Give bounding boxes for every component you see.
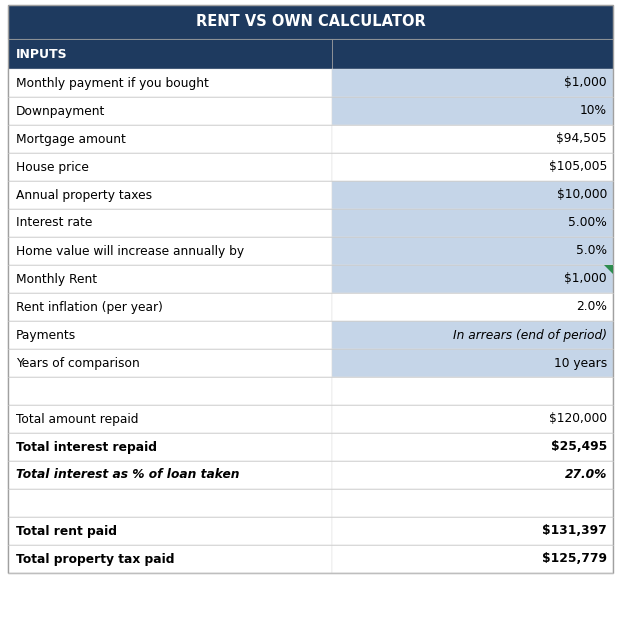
Bar xyxy=(8,293,332,321)
Bar xyxy=(8,181,332,209)
Text: Total interest repaid: Total interest repaid xyxy=(16,441,157,453)
Bar xyxy=(8,517,332,545)
Text: RENT VS OWN CALCULATOR: RENT VS OWN CALCULATOR xyxy=(196,14,425,29)
Bar xyxy=(332,489,613,517)
Text: 10 years: 10 years xyxy=(554,356,607,369)
Bar xyxy=(332,433,613,461)
Text: $131,397: $131,397 xyxy=(542,525,607,538)
Text: In arrears (end of period): In arrears (end of period) xyxy=(453,329,607,342)
Text: $94,505: $94,505 xyxy=(556,133,607,145)
Text: Total property tax paid: Total property tax paid xyxy=(16,553,175,565)
Text: 5.00%: 5.00% xyxy=(568,217,607,230)
Text: Monthly Rent: Monthly Rent xyxy=(16,272,97,285)
Text: Mortgage amount: Mortgage amount xyxy=(16,133,126,145)
Bar xyxy=(332,153,613,181)
Text: Monthly payment if you bought: Monthly payment if you bought xyxy=(16,76,209,90)
Bar xyxy=(8,69,332,97)
Text: Payments: Payments xyxy=(16,329,76,342)
Text: $105,005: $105,005 xyxy=(548,160,607,173)
Bar xyxy=(332,209,613,237)
Bar xyxy=(332,97,613,125)
Bar xyxy=(332,69,613,97)
Text: Home value will increase annually by: Home value will increase annually by xyxy=(16,245,244,257)
Text: 10%: 10% xyxy=(580,105,607,118)
Bar xyxy=(8,237,332,265)
Bar xyxy=(332,405,613,433)
Bar xyxy=(8,209,332,237)
Bar xyxy=(8,377,332,405)
Text: Annual property taxes: Annual property taxes xyxy=(16,188,152,202)
Bar xyxy=(332,349,613,377)
Text: $1,000: $1,000 xyxy=(564,272,607,285)
Text: $1,000: $1,000 xyxy=(564,76,607,90)
Bar xyxy=(332,461,613,489)
Bar xyxy=(332,293,613,321)
Text: $10,000: $10,000 xyxy=(556,188,607,202)
Text: Downpayment: Downpayment xyxy=(16,105,106,118)
Text: 2.0%: 2.0% xyxy=(576,300,607,314)
Text: $125,779: $125,779 xyxy=(542,553,607,565)
Text: Interest rate: Interest rate xyxy=(16,217,93,230)
Text: House price: House price xyxy=(16,160,89,173)
Bar xyxy=(332,181,613,209)
Bar xyxy=(8,321,332,349)
Bar xyxy=(8,5,613,39)
Text: Total interest as % of loan taken: Total interest as % of loan taken xyxy=(16,468,240,481)
Text: 5.0%: 5.0% xyxy=(576,245,607,257)
Bar xyxy=(8,265,332,293)
Bar xyxy=(8,545,332,573)
Bar xyxy=(8,405,332,433)
Text: Total amount repaid: Total amount repaid xyxy=(16,413,138,426)
Bar xyxy=(332,377,613,405)
Bar xyxy=(8,39,332,69)
Bar xyxy=(8,125,332,153)
Text: 27.0%: 27.0% xyxy=(564,468,607,481)
Text: INPUTS: INPUTS xyxy=(16,48,68,61)
Text: $120,000: $120,000 xyxy=(549,413,607,426)
Bar xyxy=(332,545,613,573)
Bar xyxy=(8,461,332,489)
Bar xyxy=(8,153,332,181)
Bar xyxy=(8,489,332,517)
Bar xyxy=(332,265,613,293)
Bar xyxy=(332,125,613,153)
Text: Total rent paid: Total rent paid xyxy=(16,525,117,538)
Bar xyxy=(8,97,332,125)
Text: Years of comparison: Years of comparison xyxy=(16,356,140,369)
Bar xyxy=(332,517,613,545)
Text: $25,495: $25,495 xyxy=(551,441,607,453)
Bar xyxy=(332,321,613,349)
Bar xyxy=(332,237,613,265)
Polygon shape xyxy=(604,265,613,274)
Text: Rent inflation (per year): Rent inflation (per year) xyxy=(16,300,163,314)
Bar xyxy=(332,39,613,69)
Bar xyxy=(8,433,332,461)
Bar xyxy=(8,349,332,377)
